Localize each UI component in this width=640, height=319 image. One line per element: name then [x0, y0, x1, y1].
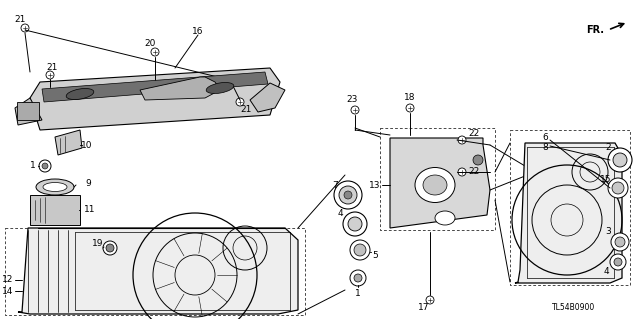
Polygon shape — [140, 77, 220, 100]
Ellipse shape — [43, 182, 67, 191]
Circle shape — [350, 270, 366, 286]
Circle shape — [608, 148, 632, 172]
Text: 1: 1 — [355, 288, 361, 298]
Ellipse shape — [206, 83, 234, 93]
Circle shape — [611, 233, 629, 251]
Ellipse shape — [435, 211, 455, 225]
Polygon shape — [30, 68, 280, 130]
Text: 23: 23 — [346, 95, 358, 105]
Circle shape — [334, 181, 362, 209]
Circle shape — [613, 153, 627, 167]
Circle shape — [473, 155, 483, 165]
Polygon shape — [55, 130, 82, 155]
Circle shape — [354, 244, 366, 256]
Text: 11: 11 — [84, 205, 96, 214]
Text: TL54B0900: TL54B0900 — [552, 303, 595, 313]
Ellipse shape — [423, 175, 447, 195]
Circle shape — [21, 24, 29, 32]
Circle shape — [406, 104, 414, 112]
Text: 4: 4 — [337, 210, 343, 219]
Text: 1: 1 — [30, 161, 36, 170]
Circle shape — [106, 244, 114, 252]
Circle shape — [103, 241, 117, 255]
Text: 17: 17 — [419, 303, 429, 313]
Text: 7: 7 — [332, 181, 338, 189]
Circle shape — [351, 106, 359, 114]
Text: 22: 22 — [468, 129, 479, 137]
Text: 4: 4 — [603, 268, 609, 277]
Circle shape — [426, 296, 434, 304]
Polygon shape — [42, 72, 268, 102]
Polygon shape — [390, 138, 490, 228]
Circle shape — [348, 217, 362, 231]
Ellipse shape — [415, 167, 455, 203]
Text: 19: 19 — [92, 240, 104, 249]
Polygon shape — [515, 143, 622, 283]
Polygon shape — [18, 228, 298, 314]
Text: 21: 21 — [14, 16, 26, 25]
Text: FR.: FR. — [586, 25, 604, 35]
Circle shape — [458, 168, 466, 176]
Circle shape — [39, 160, 51, 172]
Circle shape — [151, 48, 159, 56]
Circle shape — [608, 178, 628, 198]
Circle shape — [614, 258, 622, 266]
Circle shape — [236, 98, 244, 106]
Circle shape — [610, 254, 626, 270]
Circle shape — [344, 191, 352, 199]
Text: 16: 16 — [192, 27, 204, 36]
Text: 20: 20 — [144, 40, 156, 48]
Polygon shape — [250, 83, 285, 112]
Text: 9: 9 — [85, 179, 91, 188]
Circle shape — [458, 136, 466, 144]
Text: 8: 8 — [542, 144, 548, 152]
Circle shape — [615, 237, 625, 247]
FancyBboxPatch shape — [17, 102, 39, 120]
Circle shape — [42, 163, 48, 169]
Ellipse shape — [66, 88, 94, 100]
Text: 6: 6 — [542, 133, 548, 143]
Circle shape — [46, 71, 54, 79]
Text: 18: 18 — [404, 93, 416, 102]
Text: 22: 22 — [468, 167, 479, 176]
Text: 15: 15 — [600, 175, 612, 184]
Text: 2: 2 — [605, 144, 611, 152]
Polygon shape — [15, 98, 42, 125]
Ellipse shape — [36, 179, 74, 195]
Circle shape — [612, 182, 624, 194]
Text: 21: 21 — [240, 105, 252, 114]
Circle shape — [354, 274, 362, 282]
Circle shape — [343, 212, 367, 236]
Circle shape — [339, 186, 357, 204]
Text: 14: 14 — [3, 286, 13, 295]
Text: 21: 21 — [46, 63, 58, 71]
Text: 5: 5 — [372, 250, 378, 259]
Circle shape — [350, 240, 370, 260]
Text: 3: 3 — [605, 227, 611, 236]
Text: 13: 13 — [369, 181, 381, 189]
Text: 12: 12 — [3, 275, 13, 284]
FancyBboxPatch shape — [30, 195, 80, 225]
Text: 10: 10 — [81, 140, 93, 150]
